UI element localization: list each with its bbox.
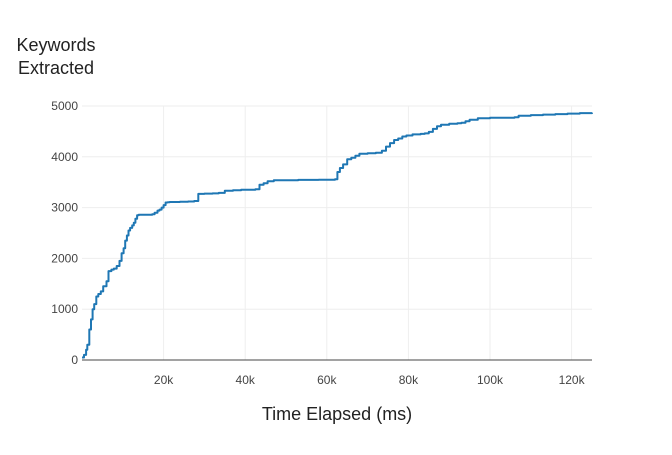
x-tick-label: 120k [559,373,586,387]
y-tick-label: 2000 [51,251,78,265]
y-tick-label: 4000 [51,150,78,164]
series-line-0 [82,112,593,359]
y-tick-label: 5000 [51,99,78,113]
x-tick-label: 40k [236,373,256,387]
y-axis-title-line: Keywords [16,35,95,55]
grid-layer [82,105,592,360]
series-layer [82,112,593,359]
y-tick-label: 1000 [51,302,78,316]
x-tick-label: 80k [399,373,419,387]
x-tick-label: 100k [477,373,504,387]
label-layer: 0 1000 2000 3000 4000 5000 20k 40k 60k 80k 100k 120… [16,35,585,424]
x-tick-label: 60k [317,373,337,387]
x-axis-title: Time Elapsed (ms) [262,404,412,424]
y-tick-label: 3000 [51,201,78,215]
x-tick-label: 20k [154,373,174,387]
y-axis-title-line: Extracted [18,58,94,78]
y-tick-label: 0 [71,353,78,367]
